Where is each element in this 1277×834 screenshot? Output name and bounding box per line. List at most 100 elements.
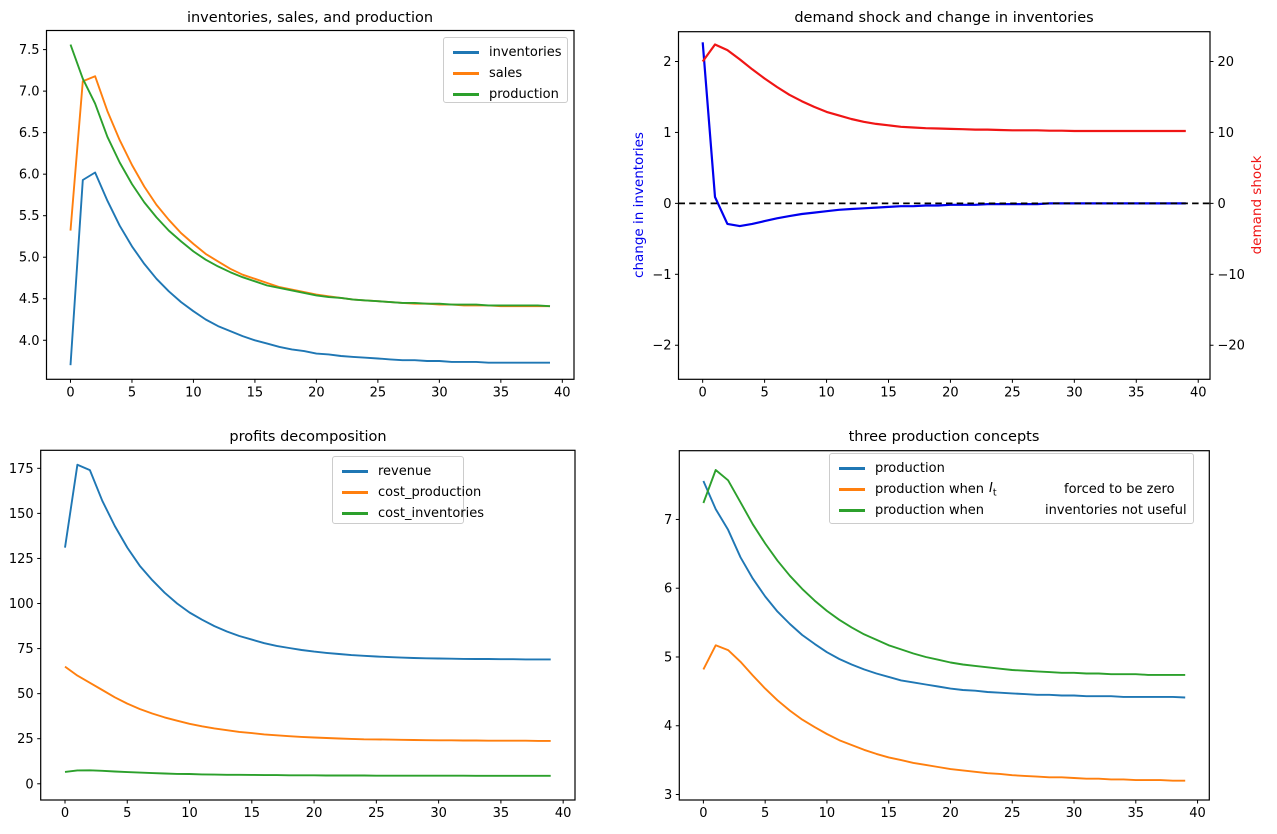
cost-inventories-line xyxy=(64,769,551,777)
x-tick-label: 30 xyxy=(430,806,447,821)
y-axis-label-change-in-inventories: change in inventories xyxy=(631,132,647,278)
axes-spines xyxy=(45,29,575,380)
y-tick-label: 6.0 xyxy=(19,168,40,183)
legend-line-cost-inventories xyxy=(342,512,368,515)
y-tick-label: 25 xyxy=(17,732,34,747)
legend-profits-decomposition: revenue cost_production cost_inventories xyxy=(332,456,484,524)
revenue-line xyxy=(64,463,551,661)
y-tick-label: 6 xyxy=(664,582,672,597)
legend-item-production: production xyxy=(444,84,567,105)
x-tick-label: 15 xyxy=(880,385,897,400)
x-tick-label: 5 xyxy=(128,385,136,400)
legend-label-inventories-not-useful: inventories not useful xyxy=(1045,503,1187,518)
legend-label-production: production xyxy=(489,87,559,102)
production-line xyxy=(702,480,1186,699)
inventories-line xyxy=(69,171,550,366)
x-tick-label: 0 xyxy=(61,806,69,821)
right-y-tick-label: 0 xyxy=(1218,197,1226,212)
sales-line xyxy=(69,75,550,308)
x-tick-label: 20 xyxy=(942,806,959,821)
x-tick-label: 15 xyxy=(880,806,897,821)
x-tick-label: 25 xyxy=(368,806,385,821)
x-tick-label: 35 xyxy=(1128,806,1145,821)
legend-three-production-concepts: production production when It forced to … xyxy=(829,453,1194,524)
legend-item-production-no-inventories: production when inventories not useful xyxy=(830,500,1193,521)
legend-label-production-no-inventories: production when xyxy=(875,503,985,518)
x-tick-label: 25 xyxy=(1004,806,1021,821)
y-tick-label: 150 xyxy=(9,507,34,522)
y-tick-label: 2 xyxy=(663,55,671,70)
demand-shock-line xyxy=(701,43,1186,133)
production-when-inventories-not-useful-line xyxy=(702,469,1186,676)
x-tick-label: 10 xyxy=(181,806,198,821)
legend-inventories-sales-production: inventories sales production xyxy=(443,37,568,103)
y-axis-label-demand-shock: demand shock xyxy=(1249,155,1265,255)
legend-item-inventories: inventories xyxy=(444,42,567,63)
legend-item-sales: sales xyxy=(444,63,567,84)
change-in-inventories-line xyxy=(701,42,1186,228)
x-tick-label: 10 xyxy=(818,385,835,400)
y-tick-label: 7.5 xyxy=(19,43,40,58)
legend-line-production-no-inventories xyxy=(839,509,865,512)
legend-item-revenue: revenue xyxy=(333,461,463,482)
legend-item-cost-production: cost_production xyxy=(333,482,481,503)
legend-item-production-zero-inventories: production when It forced to be zero xyxy=(830,479,1193,500)
chart-title-profits-decomposition: profits decomposition xyxy=(229,429,387,445)
legend-line-production xyxy=(453,93,479,96)
axes-spines xyxy=(40,449,576,801)
chart-title-demand-shock: demand shock and change in inventories xyxy=(794,10,1094,26)
right-y-tick-label: −10 xyxy=(1218,268,1245,283)
x-tick-label: 35 xyxy=(1128,385,1145,400)
y-tick-label: 175 xyxy=(9,462,34,477)
legend-label-sales: sales xyxy=(489,66,523,81)
x-tick-label: 5 xyxy=(761,806,769,821)
legend-item-production: production xyxy=(830,458,1193,479)
y-tick-label: −2 xyxy=(652,339,671,354)
axes-3: 0 5 10 15 20 25 30 35 40 3 4 5 6 7 xyxy=(664,450,1210,821)
legend-label-inventories: inventories xyxy=(489,45,562,60)
y-tick-label: 5.0 xyxy=(19,251,40,266)
production-when-i-t-forced-to-be-zero-line xyxy=(702,644,1186,782)
legend-line-production-zero-inventories xyxy=(839,488,865,491)
x-tick-label: 15 xyxy=(247,385,264,400)
x-tick-label: 20 xyxy=(308,385,325,400)
x-tick-label: 30 xyxy=(431,385,448,400)
axes-spines xyxy=(678,450,1210,801)
x-tick-label: 40 xyxy=(554,385,571,400)
legend-label-cost-inventories: cost_inventories xyxy=(378,506,485,521)
x-tick-label: 25 xyxy=(1004,385,1021,400)
y-tick-label: 4.0 xyxy=(19,334,40,349)
chart-title-three-production-concepts: three production concepts xyxy=(848,429,1040,445)
y-tick-label: 1 xyxy=(663,126,671,141)
x-tick-label: 30 xyxy=(1066,385,1083,400)
legend-line-production xyxy=(839,467,865,470)
production-line xyxy=(69,44,551,308)
legend-label-production: production xyxy=(875,461,945,476)
x-tick-label: 40 xyxy=(1190,385,1207,400)
y-tick-label: 0 xyxy=(25,777,33,792)
legend-line-inventories xyxy=(453,51,479,54)
cost-production-line xyxy=(64,665,551,742)
x-tick-label: 5 xyxy=(760,385,768,400)
right-y-tick-label: 20 xyxy=(1218,55,1235,70)
x-tick-label: 15 xyxy=(244,806,261,821)
legend-line-sales xyxy=(453,72,479,75)
x-tick-label: 10 xyxy=(185,385,202,400)
y-tick-label: 50 xyxy=(17,687,34,702)
x-tick-label: 30 xyxy=(1066,806,1083,821)
y-tick-label: 5.5 xyxy=(19,209,40,224)
y-tick-label: 4.5 xyxy=(19,292,40,307)
legend-label-cost-production: cost_production xyxy=(378,485,482,500)
right-y-tick-label: −20 xyxy=(1218,339,1245,354)
x-tick-label: 5 xyxy=(123,806,131,821)
math-symbol-I-t: It xyxy=(989,480,997,499)
y-tick-label: 75 xyxy=(17,642,34,657)
x-tick-label: 20 xyxy=(942,385,959,400)
x-tick-label: 35 xyxy=(493,806,510,821)
y-tick-label: 125 xyxy=(9,552,34,567)
x-tick-label: 25 xyxy=(370,385,387,400)
axes-spines xyxy=(677,31,1211,380)
axes-0: 0 5 10 15 20 25 30 35 40 4.0 4.5 5.0 5.5 6.0 6.5 7.0 7.5 xyxy=(19,29,575,400)
